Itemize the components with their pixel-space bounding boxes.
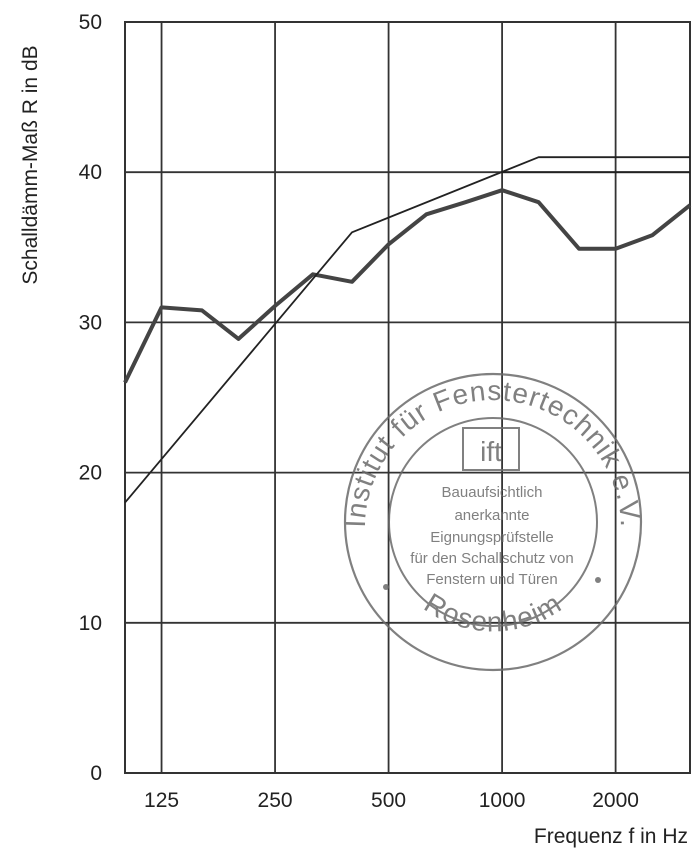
- x-tick-label: 250: [258, 789, 293, 812]
- stamp-inner-ring: [388, 417, 598, 627]
- axes: 125 250 500 1000 2000 0 10 20 30 40 50 Frequenz f i…: [19, 11, 688, 848]
- y-tick-label: 40: [79, 161, 102, 184]
- x-tick-label: 2000: [592, 789, 639, 812]
- series-group: [123, 156, 692, 504]
- stamp-line: für den Schallschutz von: [410, 550, 573, 567]
- stamp-line: anerkannte: [454, 507, 529, 524]
- ift-stamp: Institut für Fenstertechnik e.V. Rosenhe…: [340, 372, 645, 672]
- stamp-dot-left: [383, 584, 389, 590]
- stamp-lines: Bauaufsichtlich anerkannte Eignungsprüfste…: [410, 484, 573, 588]
- y-tick-label: 30: [79, 311, 102, 334]
- y-tick-label: 20: [79, 462, 102, 485]
- y-tick-label: 50: [79, 11, 102, 34]
- x-axis-label: Frequenz f in Hz: [534, 825, 688, 848]
- x-tick-label: 500: [371, 789, 406, 812]
- stamp-logo: ift: [480, 436, 502, 467]
- y-axis-label: Schalldämm-Maß R in dB: [19, 45, 42, 284]
- stamp-outer-ring: [343, 372, 643, 672]
- stamp-ring-bottom-text: Rosenheim: [419, 587, 567, 637]
- stamp-line: Eignungsprüfstelle: [430, 529, 553, 546]
- plot-frame: [124, 21, 691, 774]
- measured-curve: [123, 188, 692, 384]
- stamp-line: Bauaufsichtlich: [442, 484, 543, 501]
- stamp-dot-right: [595, 577, 601, 583]
- grid: [124, 21, 691, 774]
- y-tick-label: 0: [90, 762, 102, 785]
- reference-curve-1: [124, 156, 690, 504]
- x-tick-label: 125: [144, 789, 179, 812]
- stamp-line: Fenstern und Türen: [426, 571, 557, 588]
- x-tick-label: 1000: [479, 789, 526, 812]
- stamp-logo-box: [462, 427, 520, 471]
- y-tick-label: 10: [79, 612, 102, 635]
